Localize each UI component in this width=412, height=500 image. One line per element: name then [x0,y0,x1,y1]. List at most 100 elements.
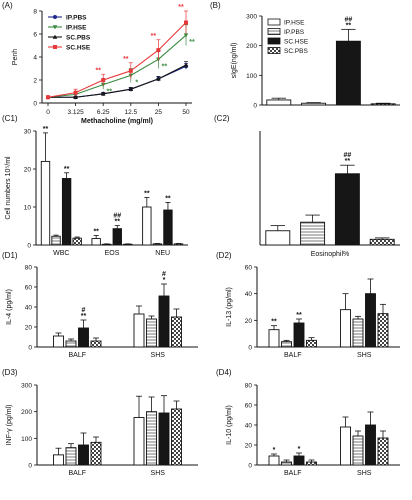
bar [340,426,351,466]
y-tick-label: 200 [21,409,32,416]
y-tick-label: 6 [33,32,37,39]
legend-marker [52,34,58,39]
legend-label: IP.PBS [284,29,305,36]
legend-label: SC.HSE [284,39,309,46]
bar [65,447,77,466]
bar [335,40,361,106]
bar [91,238,101,246]
bar [173,243,184,246]
y-tick-label: 0 [248,463,252,470]
bar [90,340,102,348]
y-tick-label: 8 [33,9,37,16]
y-tick-label: 100 [21,436,32,443]
y-axis-label: IL-4 (pg/ml) [6,289,13,325]
bar [158,412,170,466]
panel-label: (C1) [2,114,18,123]
significance-mark: ## [344,152,352,159]
legend-label: SC.PBS [284,48,309,55]
bar [266,99,292,106]
x-tick-label: 25 [155,109,163,116]
panel-label: (B) [210,1,221,10]
x-axis-label: Methacholine (mg/ml) [81,118,153,125]
y-tick-label: 10 [24,205,32,212]
y-tick-label: 80 [25,265,33,272]
y-tick-label: 0 [28,345,32,352]
bar [142,206,152,246]
bar [51,235,61,246]
y-tick-label: 20 [24,167,32,174]
group-label: EOS [105,250,120,257]
bar [293,322,305,348]
significance-mark: ** [106,89,112,96]
group-label: BALF [68,352,86,359]
bar [163,209,173,246]
bar [281,341,292,348]
legend-swatch [267,28,281,35]
y-tick-label: 0 [253,103,257,110]
y-tick-label: 300 [21,383,32,390]
y-tick-label: 20 [25,325,33,332]
data-point [100,91,106,96]
significance-mark: ** [345,158,351,165]
bar [265,230,291,246]
y-tick-label: 40 [245,291,253,298]
bar [53,335,64,348]
significance-mark: ** [271,319,277,326]
bar [72,237,82,246]
panel-label: (D2) [216,251,232,260]
y-axis-label: sIgE(ng/ml) [231,43,238,79]
panel-label: (D3) [2,368,18,377]
x-axis-label: Eosinophil% [311,251,350,258]
x-tick-label: 0 [46,109,50,116]
bar [377,313,389,348]
y-axis-label: IL-10 (pg/ml) [226,405,233,445]
series-line [48,65,187,98]
legend-label: SC.HSE [66,45,91,52]
data-point [101,78,106,82]
bar [293,455,305,466]
x-tick-label: 50 [182,109,190,116]
significance-mark: # [82,307,86,314]
bar [369,238,395,246]
bar [334,173,360,246]
series-line [48,64,187,98]
significance-mark: ** [123,56,129,63]
panel-label: (D4) [216,368,232,377]
bar [40,160,51,246]
significance-mark: * [298,446,301,453]
significance-mark: ** [189,39,195,46]
y-tick-label: 4 [33,55,37,62]
panel-label: (A) [2,1,13,10]
significance-mark: ## [113,213,121,220]
y-tick-label: 60 [245,265,253,272]
bar [281,461,292,466]
significance-mark: ** [162,63,168,70]
y-tick-label: 60 [25,285,33,292]
legend-swatch [267,18,281,26]
group-label: WBC [53,250,69,257]
y-tick-label: 40 [245,423,253,430]
group-label: BALF [284,470,302,477]
panel-label: (C2) [214,114,230,123]
data-point [46,95,50,100]
bar [158,295,170,348]
data-point [156,48,161,53]
significance-mark: * [135,79,138,86]
bar [365,293,376,348]
bar [78,327,89,348]
legend-marker [53,15,57,19]
legend-label: IP.HSE [284,20,305,27]
significance-mark: ** [93,229,99,236]
bar [146,318,157,348]
significance-mark: ** [346,22,352,29]
legend-label: IP.PBS [66,15,87,22]
y-tick-label: 2 [33,78,37,85]
y-tick-label: 20 [245,318,253,325]
y-tick-label: 80 [245,383,253,390]
data-point [183,62,189,67]
bar [365,424,376,466]
group-label: BALF [68,470,86,477]
data-point [156,76,161,81]
series-line [47,22,187,98]
